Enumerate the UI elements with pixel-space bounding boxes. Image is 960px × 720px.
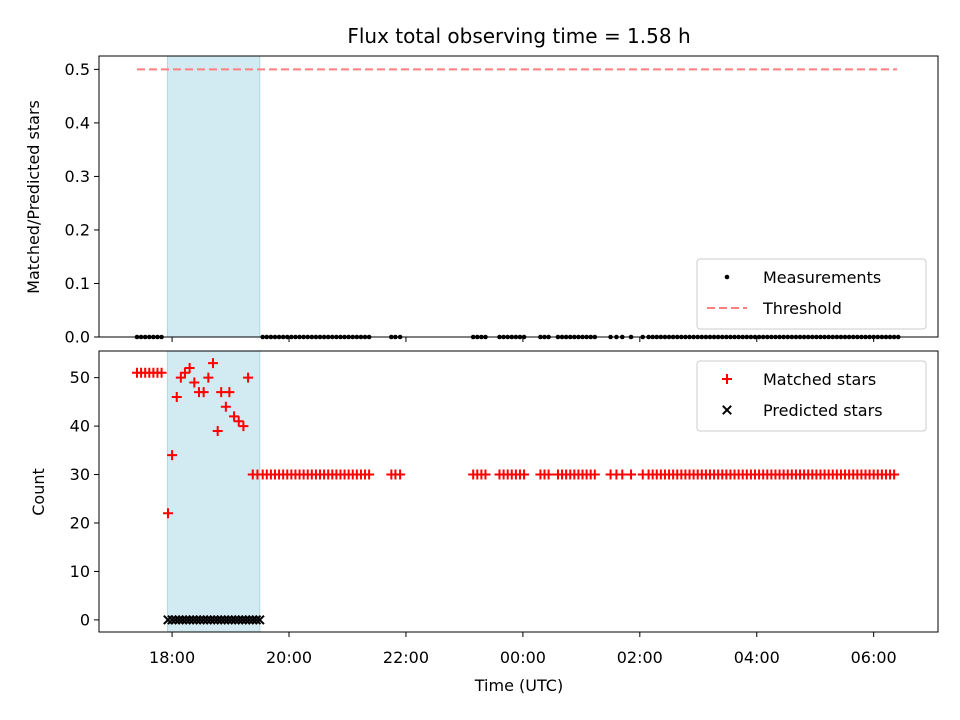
legend-label: Matched stars xyxy=(763,370,876,389)
data-point xyxy=(177,614,188,625)
legend: Matched stars Predicted stars xyxy=(696,360,927,432)
data-point xyxy=(237,614,248,625)
y-tick-label: 20 xyxy=(70,513,90,532)
legend-swatch xyxy=(724,274,730,280)
axes-frame xyxy=(98,55,939,338)
x-tick-label: 20:00 xyxy=(266,648,312,667)
data-point xyxy=(163,614,173,625)
data-point xyxy=(395,469,406,480)
data-point xyxy=(364,469,375,480)
data-point xyxy=(198,387,209,398)
data-point xyxy=(480,469,491,480)
legend-box xyxy=(696,258,927,330)
series-matched-stars xyxy=(132,358,900,519)
data-point xyxy=(243,372,254,383)
data-point xyxy=(212,425,223,436)
y-tick-label: 10 xyxy=(70,562,90,581)
data-point xyxy=(238,421,249,432)
y-tick-label: 0.1 xyxy=(65,274,90,293)
chart-title: Flux total observing time = 1.58 h xyxy=(347,24,690,48)
legend-swatch xyxy=(722,405,732,415)
top-y-axis-label: Matched/Predicted stars xyxy=(24,100,43,294)
data-point xyxy=(188,614,199,625)
y-tick-label: 0.0 xyxy=(65,328,90,347)
data-point xyxy=(230,614,241,625)
data-point xyxy=(191,614,202,625)
y-tick-label: 0.3 xyxy=(65,167,90,186)
data-point xyxy=(224,387,235,398)
x-tick-label: 06:00 xyxy=(851,648,897,667)
x-tick-label: 00:00 xyxy=(500,648,546,667)
x-axis: 18:00 20:00 22:00 00:00 02:00 04:00 06:00 xyxy=(149,648,897,667)
data-point xyxy=(543,469,554,480)
data-point xyxy=(184,362,195,373)
data-point xyxy=(216,614,227,625)
data-point xyxy=(156,367,167,378)
data-point xyxy=(209,614,220,625)
y-tick-label: 30 xyxy=(70,465,90,484)
data-point xyxy=(589,469,600,480)
legend-label: Predicted stars xyxy=(763,401,883,420)
data-point xyxy=(223,614,234,625)
data-point xyxy=(179,367,190,378)
data-point xyxy=(198,614,209,625)
data-point xyxy=(220,401,231,412)
axes-frame xyxy=(98,350,939,633)
bottom-y-axis-label: Count xyxy=(29,468,48,516)
legend-swatch xyxy=(722,374,732,384)
x-tick-label: 22:00 xyxy=(383,648,429,667)
legend-label: Threshold xyxy=(762,299,842,318)
data-point xyxy=(203,372,214,383)
data-point xyxy=(212,614,223,625)
data-point xyxy=(202,614,213,625)
data-point xyxy=(174,614,185,625)
data-point xyxy=(254,614,265,625)
legend-label: Measurements xyxy=(763,268,881,287)
data-point xyxy=(208,358,219,369)
y-tick-label: 50 xyxy=(70,368,90,387)
data-point xyxy=(167,450,178,461)
data-point xyxy=(233,614,244,625)
data-point xyxy=(170,614,181,625)
y-tick-label: 0.2 xyxy=(65,220,90,239)
data-point xyxy=(205,614,216,625)
data-point xyxy=(626,469,637,480)
series-predicted-stars xyxy=(163,614,265,625)
data-point xyxy=(162,508,173,519)
data-point xyxy=(189,377,200,388)
data-point xyxy=(167,614,177,625)
data-point xyxy=(247,614,258,625)
y-tick-label: 0 xyxy=(80,610,90,629)
data-point xyxy=(226,614,237,625)
data-point xyxy=(195,614,206,625)
data-point xyxy=(519,469,530,480)
data-point xyxy=(229,411,240,422)
data-point xyxy=(617,469,628,480)
data-point xyxy=(233,416,244,427)
y-tick-label: 40 xyxy=(70,417,90,436)
data-point xyxy=(889,469,900,480)
bottom-panel: 0 10 20 30 40 50 Matched stars Predicted stars xyxy=(70,350,939,637)
data-point xyxy=(184,614,195,625)
data-point xyxy=(251,614,262,625)
data-point xyxy=(171,392,182,403)
y-tick-label: 0.5 xyxy=(65,60,90,79)
x-tick-label: 18:00 xyxy=(149,648,195,667)
legend: Measurements Threshold xyxy=(696,258,927,330)
data-point xyxy=(219,614,230,625)
data-point xyxy=(181,614,192,625)
shaded-interval xyxy=(166,55,261,338)
x-tick-label: 02:00 xyxy=(617,648,663,667)
shaded-interval xyxy=(166,350,261,633)
legend-box xyxy=(696,360,927,432)
data-point xyxy=(244,614,255,625)
data-point xyxy=(240,614,251,625)
y-tick-label: 0.4 xyxy=(65,113,90,132)
x-axis-label: Time (UTC) xyxy=(474,676,563,695)
x-tick-label: 04:00 xyxy=(734,648,780,667)
top-panel: 0.0 0.1 0.2 0.3 0.4 0.5 Measurements Threshold xyxy=(65,55,939,347)
